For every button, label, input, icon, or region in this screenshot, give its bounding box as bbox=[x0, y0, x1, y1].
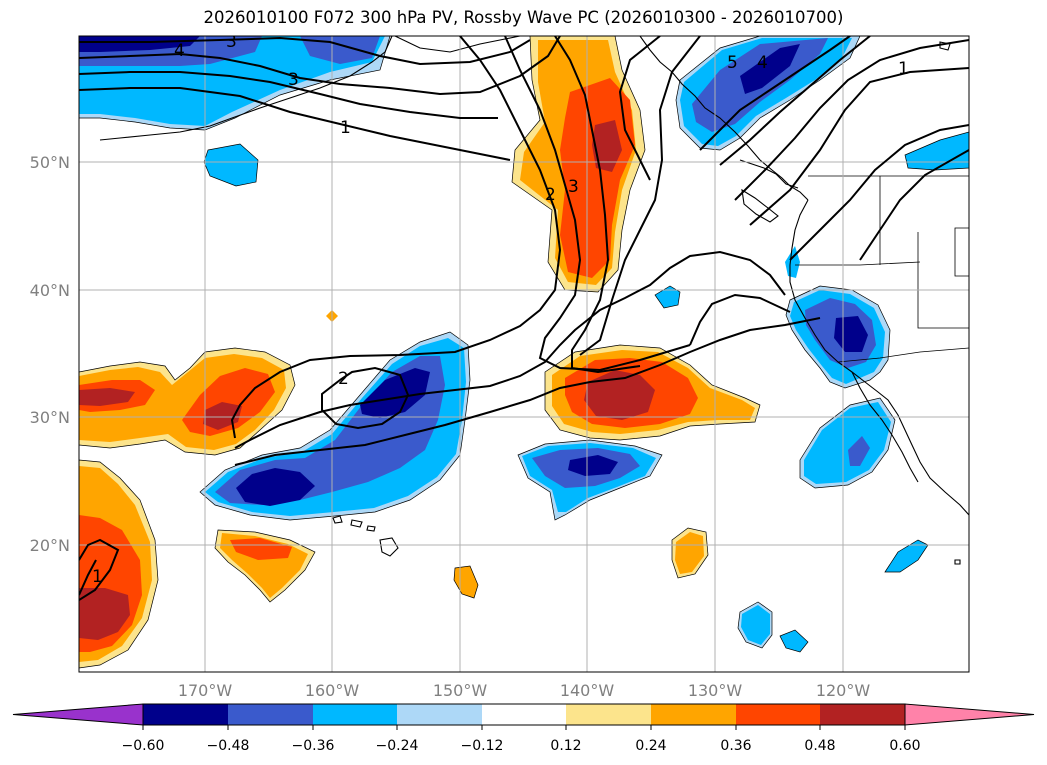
contour-label: 1 bbox=[340, 118, 351, 138]
contour-label: 4 bbox=[757, 53, 768, 73]
colorbar-tick-label: 0.36 bbox=[720, 738, 751, 754]
lon-tick-label: 160°W bbox=[305, 681, 360, 700]
colorbar-tick-label: 0.12 bbox=[550, 738, 581, 754]
colorbar-segment bbox=[566, 704, 651, 725]
map-frame bbox=[78, 35, 970, 673]
positive-anomaly-fills bbox=[79, 36, 761, 669]
contour-label: 4 bbox=[174, 41, 185, 61]
pv-contours bbox=[79, 36, 969, 601]
lon-tick-label: 140°W bbox=[560, 681, 615, 700]
colorbar-segment bbox=[313, 704, 397, 725]
contour-label: 1 bbox=[898, 59, 909, 79]
colorbar-segment bbox=[820, 704, 905, 725]
contour-label: 1 bbox=[92, 567, 103, 587]
gridlines bbox=[79, 36, 969, 672]
lat-tick-label: 40°N bbox=[30, 281, 70, 300]
colorbar-segment bbox=[651, 704, 736, 725]
colorbar-max-extension bbox=[904, 703, 1035, 726]
colorbar-segment bbox=[482, 704, 566, 725]
political-borders bbox=[795, 36, 969, 363]
contour-label: 3 bbox=[226, 32, 237, 52]
contour-label: 2 bbox=[338, 369, 349, 389]
lon-tick-label: 120°W bbox=[816, 681, 871, 700]
contour-label: 3 bbox=[568, 177, 579, 197]
lon-tick-label: 130°W bbox=[688, 681, 743, 700]
colorbar-tick-label: −0.36 bbox=[292, 738, 335, 754]
map-plot-area: 4 3 3 1 2 3 2 5 4 1 1 bbox=[79, 32, 969, 672]
colorbar-segment bbox=[397, 704, 482, 725]
colorbar-tick-label: −0.60 bbox=[122, 738, 165, 754]
colorbar-tick-label: 0.48 bbox=[804, 738, 835, 754]
colorbar-segment bbox=[228, 704, 313, 725]
colorbar-min-extension bbox=[12, 703, 144, 726]
lon-tick-label: 150°W bbox=[433, 681, 488, 700]
colorbar-segment bbox=[736, 704, 820, 725]
lat-tick-label: 50°N bbox=[30, 153, 70, 172]
lat-tick-label: 20°N bbox=[30, 536, 70, 555]
colorbar-tick-label: 0.60 bbox=[889, 738, 920, 754]
colorbar-tick-label: 0.24 bbox=[635, 738, 666, 754]
colorbar-tick-label: −0.24 bbox=[376, 738, 419, 754]
colorbar-tick-label: −0.48 bbox=[207, 738, 250, 754]
contour-label: 2 bbox=[545, 185, 556, 205]
negative-anomaly-fills bbox=[79, 36, 969, 653]
latitude-labels: 50°N 40°N 30°N 20°N bbox=[30, 153, 70, 555]
contour-label: 5 bbox=[727, 53, 738, 73]
longitude-labels: 170°W 160°W 150°W 140°W 130°W 120°W bbox=[178, 681, 871, 700]
lat-tick-label: 30°N bbox=[30, 408, 70, 427]
contour-labels: 4 3 3 1 2 3 2 5 4 1 1 bbox=[92, 32, 909, 587]
lon-tick-label: 170°W bbox=[178, 681, 233, 700]
colorbar: −0.60 −0.48 −0.36 −0.24 −0.12 0.12 0.24 … bbox=[12, 703, 1035, 754]
colorbar-segment bbox=[143, 704, 228, 725]
contour-label: 3 bbox=[288, 70, 299, 90]
colorbar-tick-label: −0.12 bbox=[461, 738, 504, 754]
map-title: 2026010100 F072 300 hPa PV, Rossby Wave … bbox=[203, 8, 844, 27]
